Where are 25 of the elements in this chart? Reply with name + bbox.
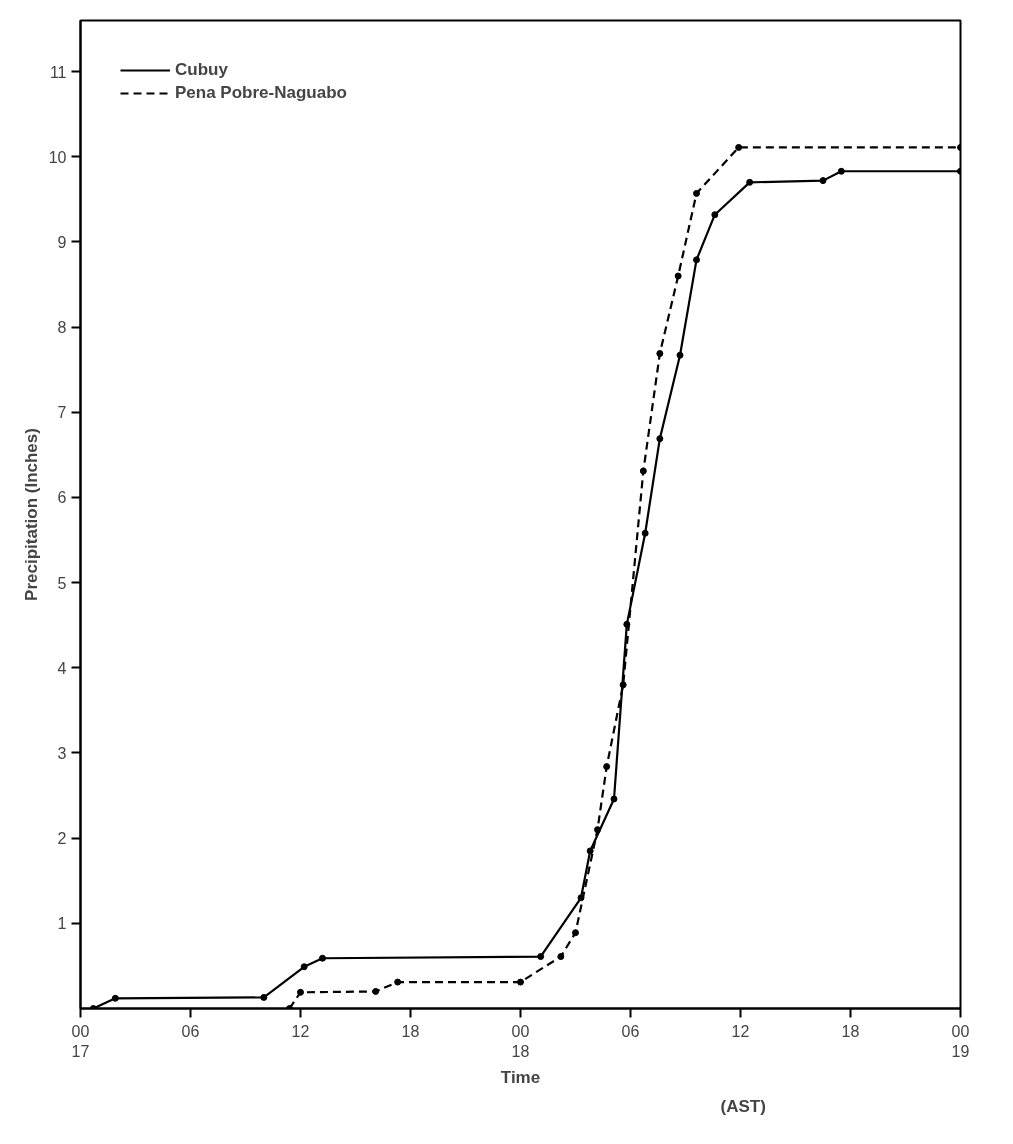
y-tick-label: 1: [57, 915, 67, 933]
x-tick-label: 00 19: [951, 1022, 970, 1060]
x-tick-label: 12: [731, 1022, 750, 1040]
x-tick-label: 06: [621, 1022, 640, 1040]
text: (AST): [720, 1096, 766, 1116]
y-tick-label: 5: [57, 574, 67, 592]
x-tick-label: 18: [401, 1022, 420, 1040]
y-tick-label: 2: [57, 830, 67, 848]
y-tick-label: 8: [57, 319, 67, 337]
x-tick-label: 00 17: [71, 1022, 90, 1060]
x-tick-label: 12: [291, 1022, 310, 1040]
x-tick-label: 00 18: [511, 1022, 530, 1060]
y-tick-label: 11: [49, 63, 67, 81]
legend-label: Cubuy: [175, 60, 228, 80]
y-tick-label: 6: [57, 489, 67, 507]
y-tick-label: 9: [57, 233, 67, 251]
y-axis-title: Precipitation (Inches): [21, 428, 41, 601]
x-axis-title: Time: [500, 1067, 541, 1087]
legend-label: Pena Pobre-Naguabo: [175, 83, 347, 103]
y-tick-label: 4: [57, 659, 67, 677]
y-tick-label: 7: [57, 404, 67, 422]
x-tick-label: 18: [841, 1022, 860, 1040]
y-tick-label: 3: [57, 744, 67, 762]
y-tick-label: 10: [48, 148, 67, 166]
x-tick-label: 06: [181, 1022, 200, 1040]
